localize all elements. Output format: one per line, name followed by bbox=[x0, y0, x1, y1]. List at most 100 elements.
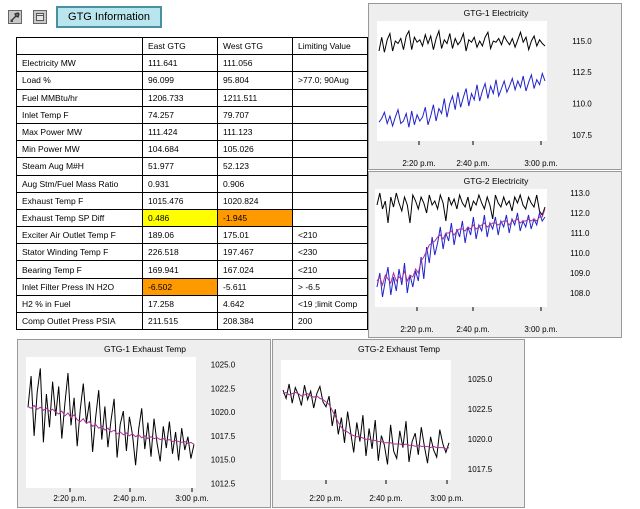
east-gtg-value: 111.641 bbox=[142, 54, 218, 73]
east-gtg-value: 0.931 bbox=[142, 174, 218, 193]
table-row: Electricity MW 111.641 111.056 bbox=[16, 54, 368, 73]
row-label: Min Power MW bbox=[16, 140, 143, 159]
row-label: Exhaust Temp F bbox=[16, 191, 143, 210]
y-tick-label: 1012.5 bbox=[211, 479, 236, 488]
column-header bbox=[16, 36, 143, 56]
x-tick-label: 3:00 p.m. bbox=[524, 325, 557, 334]
x-tick-label: 3:00 p.m. bbox=[524, 159, 557, 168]
limiting-value: 200 bbox=[292, 311, 368, 331]
y-tick-label: 1015.0 bbox=[211, 456, 236, 465]
row-label: Stator Winding Temp F bbox=[16, 243, 143, 262]
table-row: H2 % in Fuel 17.258 4.642 <19 ;limit Comp bbox=[16, 294, 368, 314]
table-row: Inlet Temp F 74.257 79.707 bbox=[16, 105, 368, 124]
row-label: Load % bbox=[16, 71, 143, 90]
x-tick-label: 2:40 p.m. bbox=[456, 325, 489, 334]
table-header-row: East GTG West GTG Limiting Value bbox=[16, 36, 368, 56]
chart-title: GTG-2 Exhaust Temp bbox=[358, 344, 440, 354]
west-gtg-value: 167.024 bbox=[217, 260, 293, 279]
chart-title: GTG-2 Electricity bbox=[464, 176, 529, 186]
x-tick-label: 2:40 p.m. bbox=[456, 159, 489, 168]
gtg1-exhaust-temp-panel: GTG-1 Exhaust Temp 1025.0 1022.5 1020.0 1017… bbox=[17, 339, 271, 508]
plot-area bbox=[281, 360, 451, 480]
east-gtg-value: 169.941 bbox=[142, 260, 218, 279]
y-tick-label: 1020.0 bbox=[468, 435, 493, 444]
gtg1-electricity-panel: GTG-1 Electricity 115.0 112.5 110.0 107.5 2:2… bbox=[368, 3, 622, 170]
row-label: Bearing Temp F bbox=[16, 260, 143, 279]
limiting-value bbox=[292, 105, 368, 124]
column-header: East GTG bbox=[142, 36, 218, 56]
table-row: Steam Aug M#H 51.977 52.123 bbox=[16, 157, 368, 176]
row-label: Inlet Temp F bbox=[16, 105, 143, 124]
limiting-value bbox=[292, 54, 368, 73]
gtg2-electricity-panel: GTG-2 Electricity 113.0 112.0 111.0 110.0 109… bbox=[368, 171, 622, 338]
gtg2-electricity-chart: GTG-2 Electricity 113.0 112.0 111.0 110.0 109… bbox=[375, 176, 591, 334]
table-row: Aug Stm/Fuel Mass Ratio 0.931 0.906 bbox=[16, 174, 368, 193]
limiting-value bbox=[292, 174, 368, 193]
table-row: Fuel MMBtu/hr 1206.733 1211.511 bbox=[16, 88, 368, 107]
limiting-value bbox=[292, 122, 368, 142]
window-icon bbox=[36, 13, 44, 21]
y-tick-label: 107.5 bbox=[572, 131, 593, 140]
tool-button-1[interactable] bbox=[8, 10, 22, 24]
table-row: Inlet Filter Press IN H2O -6.502 -5.611 > -… bbox=[16, 277, 368, 296]
y-tick-label: 1022.5 bbox=[211, 384, 236, 393]
gtg-information-button[interactable]: GTG Information bbox=[56, 6, 162, 28]
limiting-value bbox=[292, 88, 368, 107]
east-gtg-value: 111.424 bbox=[142, 122, 218, 142]
chart-title: GTG-1 Exhaust Temp bbox=[104, 344, 186, 354]
east-gtg-value: 96.099 bbox=[142, 71, 218, 90]
chart-title: GTG-1 Electricity bbox=[464, 8, 529, 18]
row-label: H2 % in Fuel bbox=[16, 294, 143, 314]
west-gtg-value: 175.01 bbox=[217, 226, 293, 245]
limiting-value: <230 bbox=[292, 243, 368, 262]
west-gtg-value: 79.707 bbox=[217, 105, 293, 124]
series-line bbox=[378, 71, 546, 128]
table-row: Exhaust Temp F 1015.476 1020.824 bbox=[16, 191, 368, 210]
row-label: Comp Outlet Press PSIA bbox=[16, 311, 143, 331]
east-gtg-value: 104.684 bbox=[142, 140, 218, 159]
gtg2-exhaust-temp-panel: GTG-2 Exhaust Temp 1025.0 1022.5 1020.0 1017… bbox=[272, 339, 525, 508]
west-gtg-value: 111.056 bbox=[217, 54, 293, 73]
limiting-value: <19 ;limit Comp bbox=[292, 294, 368, 314]
limiting-value: <210 bbox=[292, 260, 368, 279]
row-label: Exciter Air Outlet Temp F bbox=[16, 226, 143, 245]
east-gtg-value: 189.06 bbox=[142, 226, 218, 245]
column-header: West GTG bbox=[217, 36, 293, 56]
series-line bbox=[27, 368, 195, 466]
table-row: Exciter Air Outlet Temp F 189.06 175.01 <21… bbox=[16, 226, 368, 245]
series-line bbox=[376, 208, 546, 287]
east-gtg-value: 51.977 bbox=[142, 157, 218, 176]
west-gtg-value: -1.945 bbox=[217, 208, 293, 228]
gtg2-exhaust-temp-chart: GTG-2 Exhaust Temp 1025.0 1022.5 1020.0 1017… bbox=[281, 344, 493, 503]
west-gtg-value: 95.804 bbox=[217, 71, 293, 90]
gtg-info-table: East GTG West GTG Limiting Value Electricit… bbox=[16, 36, 368, 331]
y-tick-label: 112.5 bbox=[572, 68, 592, 77]
east-gtg-value: 1206.733 bbox=[142, 88, 218, 107]
table-row: Load % 96.099 95.804 >77.0; 90Aug bbox=[16, 71, 368, 90]
east-gtg-value: 1015.476 bbox=[142, 191, 218, 210]
west-gtg-value: 1211.511 bbox=[217, 88, 293, 107]
y-tick-label: 1017.5 bbox=[468, 465, 493, 474]
series-line bbox=[282, 391, 450, 450]
table-row: Comp Outlet Press PSIA 211.515 208.384 200 bbox=[16, 311, 368, 331]
table-row: Min Power MW 104.684 105.026 bbox=[16, 140, 368, 159]
y-tick-label: 110.0 bbox=[570, 249, 590, 258]
y-tick-label: 113.0 bbox=[570, 189, 590, 198]
series-line bbox=[376, 192, 546, 224]
row-label: Fuel MMBtu/hr bbox=[16, 88, 143, 107]
row-label: Exhaust Temp SP Diff bbox=[16, 208, 143, 228]
y-tick-label: 1025.0 bbox=[211, 361, 236, 370]
x-tick-label: 2:40 p.m. bbox=[113, 494, 146, 503]
wrench-icon bbox=[10, 12, 20, 22]
x-tick-label: 2:40 p.m. bbox=[369, 494, 402, 503]
west-gtg-value: 1020.824 bbox=[217, 191, 293, 210]
y-tick-label: 115.0 bbox=[572, 37, 592, 46]
y-tick-label: 112.0 bbox=[570, 209, 590, 218]
y-tick-label: 110.0 bbox=[572, 100, 592, 109]
row-label: Inlet Filter Press IN H2O bbox=[16, 277, 143, 296]
tool-button-2[interactable] bbox=[33, 10, 47, 24]
west-gtg-value: 111.123 bbox=[217, 122, 293, 142]
y-tick-label: 108.0 bbox=[570, 289, 591, 298]
x-tick-label: 3:00 p.m. bbox=[430, 494, 463, 503]
y-tick-label: 1025.0 bbox=[468, 375, 493, 384]
